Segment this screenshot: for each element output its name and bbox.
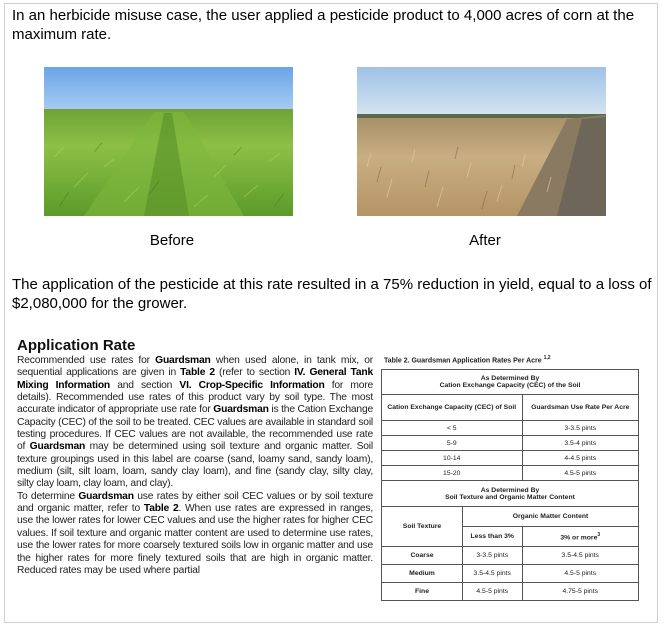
label-excerpt: Application Rate Recommended use rates f…: [17, 338, 373, 577]
table-row: < 5 3-3.5 pints: [381, 420, 639, 436]
table-row: 10-14 4-4.5 pints: [381, 450, 639, 466]
application-rates-table: As Determined By Cation Exchange Capacity…: [381, 369, 639, 601]
om-high-header: 3% or more3: [521, 526, 639, 547]
om-low-header: Less than 3%: [462, 526, 523, 547]
rate-column-header: Guardsman Use Rate Per Acre: [521, 394, 639, 421]
result-text: The application of the pesticide at this…: [12, 276, 652, 312]
table-row: 15-20 4.5-5 pints: [381, 465, 639, 481]
texture-section-heading: As Determined By Soil Texture and Organic…: [381, 480, 639, 507]
label-title: Application Rate: [17, 337, 136, 354]
soil-texture-header: Soil Texture: [381, 506, 463, 547]
table-row: Fine 4.5-5 pints 4.75-5 pints: [381, 582, 639, 601]
table-row: 5-9 3.5-4 pints: [381, 435, 639, 451]
label-paragraph-1: Recommended use rates for Guardsman when…: [17, 355, 373, 490]
table-row: Coarse 3-3.5 pints 3.5-4.5 pints: [381, 546, 639, 565]
organic-matter-header: Organic Matter Content: [462, 506, 639, 527]
label-paragraph-2: To determine Guardsman use rates by eith…: [17, 490, 373, 576]
cec-column-header: Cation Exchange Capacity (CEC) of Soil: [381, 394, 523, 421]
after-caption: After: [469, 232, 501, 249]
dead-field-image: [357, 67, 606, 216]
table-row: Medium 3.5-4.5 pints 4.5-5 pints: [381, 564, 639, 583]
cec-section-heading: As Determined By Cation Exchange Capacity…: [381, 369, 639, 395]
before-caption: Before: [149, 232, 195, 249]
before-photo: [44, 67, 293, 216]
table-title: Table 2. Guardsman Application Rates Per…: [384, 355, 551, 365]
after-photo: [357, 67, 606, 216]
green-field-image: [44, 67, 293, 216]
intro-text: In an herbicide misuse case, the user ap…: [12, 7, 635, 43]
